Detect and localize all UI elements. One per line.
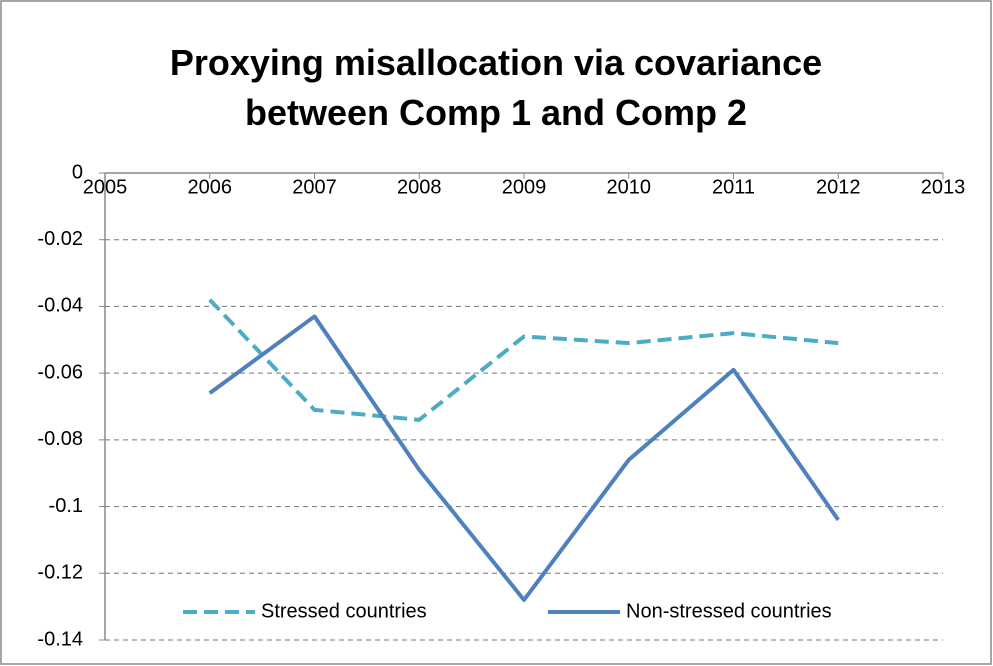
- y-tick-label: -0.12: [37, 562, 83, 584]
- y-tick-label: -0.02: [37, 228, 83, 250]
- legend-label: Stressed countries: [261, 600, 427, 622]
- y-tick-label: -0.14: [37, 628, 83, 650]
- y-tick-label: -0.08: [37, 428, 83, 450]
- x-tick-label: 2012: [816, 176, 861, 198]
- y-tick-label: -0.04: [37, 295, 83, 317]
- series-line: [208, 298, 839, 422]
- series-line: [208, 314, 840, 602]
- x-tick-label: 2005: [83, 176, 128, 198]
- chart-title: Proxying misallocation via covariance be…: [169, 42, 823, 133]
- y-tick-label: -0.06: [37, 361, 83, 383]
- x-tick-label: 2011: [712, 176, 755, 198]
- x-tick-label: 2008: [397, 176, 442, 198]
- legend-label: Non-stressed countries: [626, 600, 832, 622]
- y-tick-label: 0: [72, 161, 83, 183]
- y-tick-label: -0.1: [49, 495, 83, 517]
- x-tick-label: 2009: [502, 176, 547, 198]
- x-tick-label: 2006: [188, 176, 233, 198]
- x-tick-label: 2007: [292, 176, 337, 198]
- x-tick-label: 2010: [607, 176, 652, 198]
- x-tick-label: 2013: [921, 176, 966, 198]
